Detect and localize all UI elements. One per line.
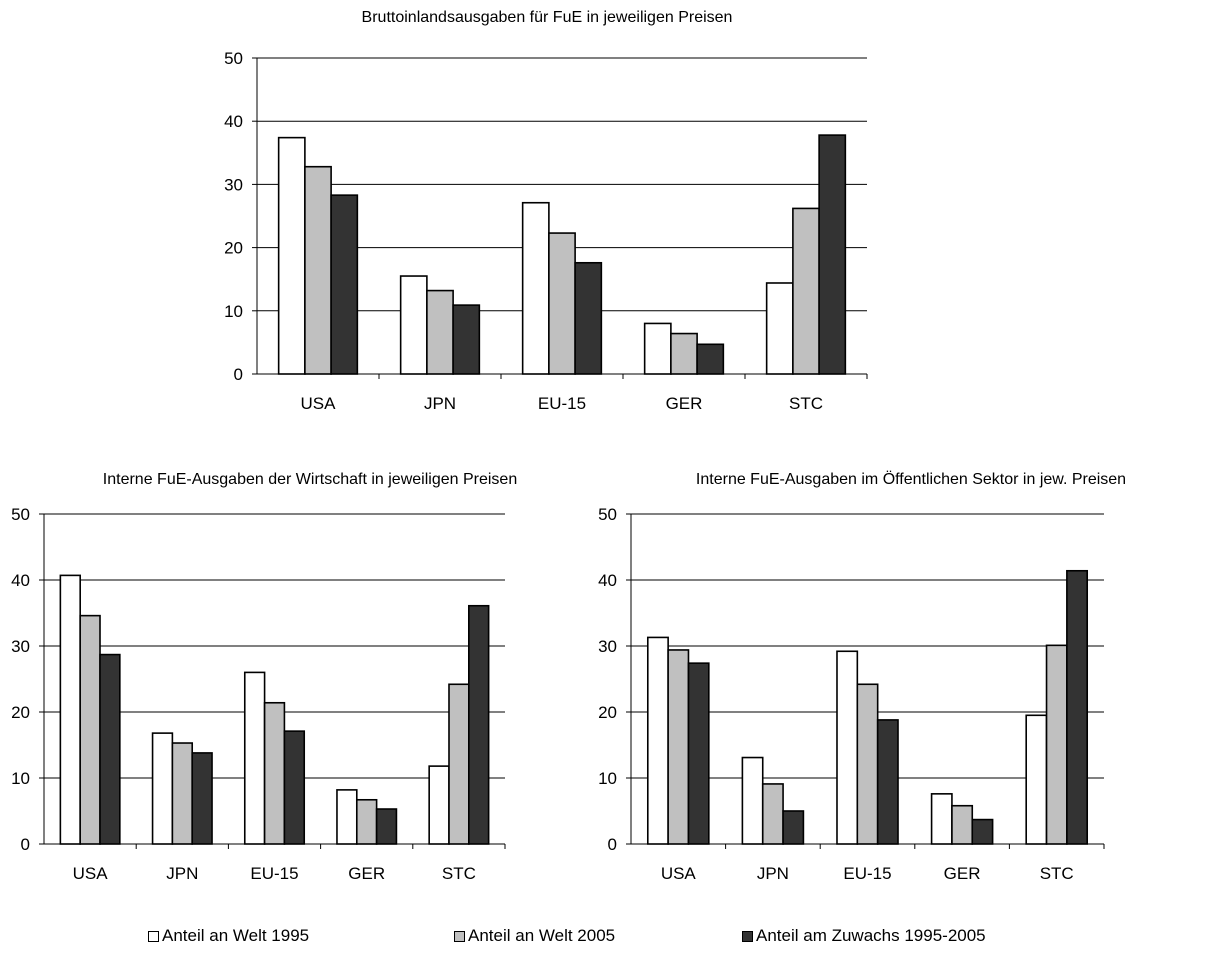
bar-business-JPN-growth [191, 752, 213, 845]
x-tick-label-public-STC: STC [1040, 864, 1074, 883]
x-tick-label-business-GER: GER [348, 864, 385, 883]
y-tick-label-business-30: 30 [11, 637, 30, 656]
y-tick-label-public-10: 10 [598, 769, 617, 788]
y-tick-label-public-50: 50 [598, 505, 617, 524]
x-tick-label-public-EU-15: EU-15 [843, 864, 891, 883]
bar-public-STC-1995 [1025, 714, 1048, 845]
x-tick-label-top-JPN: JPN [424, 394, 456, 413]
bar-public-EU-15-growth [876, 719, 899, 845]
legend-swatch-growth [742, 930, 753, 942]
bar-top-EU-15-2005 [548, 232, 576, 375]
x-tick-label-business-USA: USA [73, 864, 109, 883]
bar-business-STC-growth [468, 604, 490, 845]
y-tick-label-business-0: 0 [21, 835, 30, 854]
bar-public-STC-2005 [1045, 644, 1068, 845]
bar-business-USA-2005 [79, 614, 101, 845]
bar-top-USA-1995 [277, 136, 306, 375]
bar-business-JPN-1995 [151, 732, 174, 845]
y-tick-label-public-0: 0 [608, 835, 617, 854]
bar-top-USA-growth [330, 194, 359, 375]
y-tick-label-top-20: 20 [224, 239, 243, 258]
bar-public-STC-growth [1066, 569, 1089, 845]
chart-title-top: Bruttoinlandsausgaben für FuE in jeweili… [362, 9, 733, 26]
y-tick-label-business-20: 20 [11, 703, 30, 722]
bar-public-USA-1995 [646, 636, 669, 845]
bar-business-STC-1995 [428, 765, 450, 845]
x-tick-label-business-EU-15: EU-15 [250, 864, 298, 883]
legend-item-1995: Anteil an Welt 1995 [148, 926, 309, 946]
bar-public-EU-15-2005 [856, 683, 879, 845]
bar-business-JPN-2005 [171, 742, 194, 845]
legend-label-2005: Anteil an Welt 2005 [468, 926, 616, 945]
bar-business-STC-2005 [448, 683, 470, 845]
bar-business-GER-2005 [355, 798, 378, 845]
y-tick-label-public-40: 40 [598, 571, 617, 590]
x-tick-label-public-JPN: JPN [757, 864, 789, 883]
bar-top-STC-2005 [792, 207, 820, 375]
bar-business-GER-1995 [336, 789, 358, 845]
legend-swatch-1995 [148, 930, 159, 942]
bar-public-USA-2005 [667, 649, 690, 845]
x-tick-label-public-GER: GER [944, 864, 981, 883]
bar-top-GER-1995 [643, 322, 672, 375]
bar-public-EU-15-1995 [836, 650, 859, 845]
y-tick-label-business-10: 10 [11, 769, 30, 788]
bar-public-JPN-growth [782, 810, 805, 845]
bar-public-USA-growth [687, 662, 710, 845]
y-tick-label-top-50: 50 [224, 49, 243, 68]
bar-public-JPN-1995 [741, 756, 764, 845]
y-tick-label-business-50: 50 [11, 505, 30, 524]
y-tick-label-top-0: 0 [234, 365, 243, 384]
bar-business-EU-15-growth [283, 730, 306, 845]
x-tick-label-top-GER: GER [666, 394, 703, 413]
legend-item-2005: Anteil an Welt 2005 [454, 926, 615, 946]
bar-public-GER-1995 [930, 793, 953, 845]
y-tick-label-public-30: 30 [598, 637, 617, 656]
bar-top-STC-1995 [765, 282, 794, 375]
legend-item-growth: Anteil am Zuwachs 1995-2005 [742, 926, 986, 946]
x-tick-label-top-EU-15: EU-15 [538, 394, 586, 413]
bar-public-JPN-2005 [761, 783, 784, 845]
y-tick-label-top-30: 30 [224, 175, 243, 194]
legend-label-growth: Anteil am Zuwachs 1995-2005 [756, 926, 986, 945]
bar-business-GER-growth [375, 808, 398, 845]
x-tick-label-top-STC: STC [789, 394, 823, 413]
bar-top-STC-growth [818, 134, 847, 375]
bar-top-EU-15-1995 [521, 201, 550, 375]
y-tick-label-top-40: 40 [224, 112, 243, 131]
bar-top-EU-15-growth [574, 261, 603, 375]
bar-top-JPN-growth [452, 304, 481, 375]
y-tick-label-public-20: 20 [598, 703, 617, 722]
bar-business-USA-growth [99, 653, 121, 845]
bar-public-GER-2005 [951, 804, 974, 845]
y-tick-label-top-10: 10 [224, 302, 243, 321]
legend-label-1995: Anteil an Welt 1995 [162, 926, 310, 945]
bar-top-USA-2005 [304, 165, 332, 375]
chart-title-business: Interne FuE-Ausgaben der Wirtschaft in j… [103, 471, 517, 488]
bar-business-USA-1995 [59, 574, 81, 845]
bar-top-GER-growth [696, 343, 725, 375]
bar-business-EU-15-1995 [243, 671, 266, 845]
bar-top-JPN-1995 [399, 275, 428, 375]
x-tick-label-public-USA: USA [661, 864, 697, 883]
chart-title-public: Interne FuE-Ausgaben im Öffentlichen Sek… [696, 470, 1126, 488]
y-tick-label-business-40: 40 [11, 571, 30, 590]
x-tick-label-business-JPN: JPN [166, 864, 198, 883]
bar-top-JPN-2005 [426, 289, 454, 375]
legend-swatch-2005 [454, 930, 465, 942]
bar-public-GER-growth [971, 818, 994, 845]
bar-business-EU-15-2005 [263, 701, 286, 845]
x-tick-label-business-STC: STC [442, 864, 476, 883]
x-tick-label-top-USA: USA [301, 394, 337, 413]
bar-top-GER-2005 [670, 332, 698, 375]
legend: Anteil an Welt 1995 Anteil an Welt 2005 … [0, 926, 1205, 952]
